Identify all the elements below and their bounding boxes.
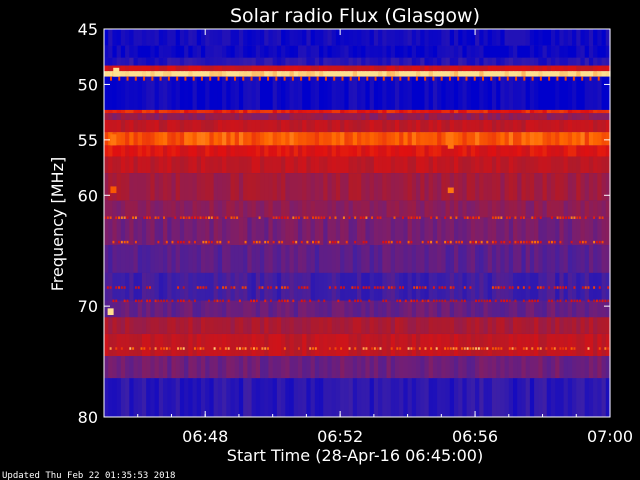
spectral-band — [104, 132, 611, 146]
spectral-band — [104, 57, 611, 66]
spectral-band — [104, 272, 611, 301]
spectral-band — [104, 245, 611, 273]
spectral-band — [104, 45, 611, 58]
burst-event — [447, 132, 454, 149]
spectral-band — [104, 217, 611, 246]
x-axis-label: Start Time (28-Apr-16 06:45:00) — [227, 446, 483, 465]
spectral-band — [104, 109, 611, 114]
spectral-band — [104, 71, 611, 77]
spectrogram-plot-area — [103, 28, 611, 418]
y-tick-label: 80 — [78, 408, 98, 427]
interference-line — [112, 240, 604, 244]
y-axis: 45 50 55 60 70 80 — [78, 20, 610, 427]
spectral-band — [104, 300, 611, 318]
y-tick-label: 45 — [78, 20, 98, 39]
x-tick-label: 06:52 — [317, 427, 363, 446]
y-axis-label: Frequency [MHz] — [48, 157, 67, 291]
interference-line — [106, 286, 610, 289]
spectral-band — [104, 65, 611, 72]
spectral-band — [104, 156, 611, 174]
spectral-band — [104, 173, 611, 201]
spectral-band — [104, 356, 611, 379]
periodic-spikes — [110, 76, 600, 81]
y-tick-label: 70 — [78, 297, 98, 316]
burst-event — [447, 187, 454, 194]
spectral-band — [104, 119, 611, 133]
spectral-band — [104, 29, 611, 46]
spectral-band — [104, 113, 611, 120]
burst-event — [110, 186, 117, 194]
x-tick-label: 06:56 — [452, 427, 498, 446]
chart-title: Solar radio Flux (Glasgow) — [230, 5, 480, 27]
spectral-band — [104, 333, 611, 357]
x-tick-label: 06:48 — [182, 427, 228, 446]
spectral-band — [104, 200, 611, 218]
spectral-band — [104, 145, 611, 157]
burst-event — [110, 134, 117, 146]
y-tick-label: 55 — [78, 131, 98, 150]
x-tick-label: 07:00 — [587, 427, 633, 446]
interference-line — [109, 347, 610, 350]
spectral-band — [104, 317, 611, 334]
x-axis: 06:48 06:52 06:56 07:00 — [103, 29, 633, 446]
spectral-band — [104, 378, 611, 417]
y-tick-label: 60 — [78, 186, 98, 205]
spectral-band — [104, 76, 611, 110]
plot-frame — [103, 28, 611, 418]
burst-event — [113, 67, 120, 77]
interference-line — [112, 299, 610, 303]
burst-event — [107, 308, 114, 316]
interference-line — [104, 216, 604, 219]
updated-timestamp: Updated Thu Feb 22 01:35:53 2018 — [2, 471, 175, 480]
y-tick-label: 50 — [78, 75, 98, 94]
